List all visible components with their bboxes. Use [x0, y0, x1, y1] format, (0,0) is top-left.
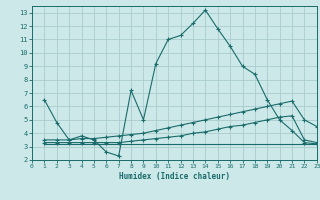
X-axis label: Humidex (Indice chaleur): Humidex (Indice chaleur): [119, 172, 230, 181]
